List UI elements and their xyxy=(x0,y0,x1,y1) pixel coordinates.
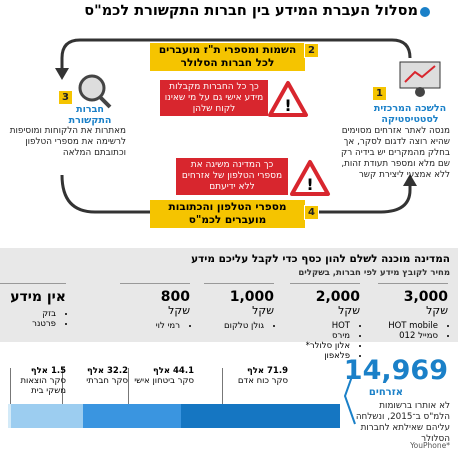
warning-icon xyxy=(268,81,308,117)
company-list: בזקפרטנר xyxy=(0,309,66,329)
price: 2,000 xyxy=(315,289,360,305)
survey-bar xyxy=(8,404,12,428)
board-icon xyxy=(404,65,436,83)
arrow-head xyxy=(55,68,69,80)
survey-unit: אלף xyxy=(86,366,105,376)
magnifier-icon xyxy=(98,95,112,109)
step-number: 4 xyxy=(304,205,319,220)
price-bg xyxy=(0,248,458,342)
survey-bar xyxy=(180,404,340,428)
survey-bar xyxy=(82,404,181,428)
price-column: אין מידע בזקפרטנר xyxy=(0,283,66,329)
step-banner: השמות ומספרי ת"ז מועברים לכל חברות הסלול… xyxy=(150,43,305,71)
warning: כך המדינה משיגה את מספרי הטלפון של אזרחי… xyxy=(176,158,288,195)
survey-name: סקר כוח אדם xyxy=(237,376,288,386)
company: מירס xyxy=(290,331,350,341)
citizens-count: 14,969 xyxy=(343,355,448,386)
company-list: HOT mobileסמייל 012 xyxy=(378,321,448,341)
survey-number: 1.5 xyxy=(50,366,66,376)
company: פלאפון xyxy=(290,351,350,361)
step-label: הלשכה המרכזית לסטטיסטיקה xyxy=(373,103,447,125)
company-list: גולן טלקום xyxy=(204,321,274,331)
survey-tick xyxy=(10,368,11,404)
warning-icon xyxy=(290,160,330,196)
survey-value: 44.1 אלף xyxy=(132,366,194,376)
survey-tick xyxy=(222,368,223,404)
survey-name: סקר הוצאות משקי בית xyxy=(20,376,66,396)
magnifier-icon xyxy=(78,74,106,102)
step-number: 2 xyxy=(304,43,319,58)
warning: כך כל החברות מקבלות מידע אישי גם על מי ש… xyxy=(160,80,268,116)
company: גולן טלקום xyxy=(204,321,264,331)
price: אין מידע xyxy=(10,289,66,305)
survey-value: 71.9 אלף xyxy=(226,366,288,376)
price-unit: שקל xyxy=(252,304,274,317)
survey-tick xyxy=(62,368,63,404)
price-unit: שקל xyxy=(338,304,360,317)
price: 800 xyxy=(160,289,190,305)
company: HOT xyxy=(290,321,350,331)
survey-name: סקר ביטחון אישי xyxy=(134,376,194,386)
company: פרטנר xyxy=(0,319,56,329)
flow-arrow xyxy=(60,38,412,72)
survey-unit: אלף xyxy=(246,366,265,376)
survey-label: 71.9 אלף סקר כוח אדם xyxy=(226,366,288,386)
company: סמייל 012 xyxy=(378,331,438,341)
bracket xyxy=(343,367,356,425)
survey-number: 32.2 xyxy=(107,366,128,376)
citizens-text: לא אותרו ברשומות הלמ"ס ב־2015, ונשלחה על… xyxy=(355,401,450,444)
price-unit: שקל xyxy=(168,304,190,317)
survey-label: 32.2 אלף סקר חברתי xyxy=(66,366,128,386)
company: רמי לוי xyxy=(120,321,180,331)
step-number: 3 xyxy=(58,90,73,105)
price: 3,000 xyxy=(403,289,448,305)
step-text: מאתרות את הלקוחות ומוסיפות לרשימה את מספ… xyxy=(9,126,126,158)
survey-label: 44.1 אלף סקר ביטחון אישי xyxy=(132,366,194,386)
step-text: מנסה לאתר אזרחים מסוימים שהיא רוצה לדגום… xyxy=(341,126,450,180)
survey-name: סקר חברתי xyxy=(86,376,128,386)
prices-title: המדינה מוכנה לשלם להון כסף כדי לקבל עליכ… xyxy=(191,253,450,265)
person-icon xyxy=(415,87,425,97)
step-banner: מספרי הטלפון והכתובות מועברים לכמ"ס xyxy=(150,200,305,228)
title-icon xyxy=(420,7,430,17)
survey-number: 71.9 xyxy=(267,366,288,376)
credit: YouPhone* xyxy=(410,441,450,450)
survey-value: 1.5 אלף xyxy=(14,366,66,376)
company-list: HOTמירסאלון סלולר*פלאפון xyxy=(290,321,360,361)
survey-value: 32.2 אלף xyxy=(66,366,128,376)
survey-number: 44.1 xyxy=(173,366,194,376)
price-unit: שקל xyxy=(426,304,448,317)
title: מסלול העברת המידע בין חברות התקשורת לכמ"… xyxy=(84,3,418,19)
company: HOT mobile xyxy=(378,321,438,331)
step-number: 1 xyxy=(372,86,387,101)
citizens-label: אזרחים xyxy=(368,387,403,398)
survey-label: 1.5 אלף סקר הוצאות משקי בית xyxy=(14,366,66,396)
step-label: חברות התקשורת xyxy=(68,104,112,126)
company: אלון סלולר* xyxy=(290,341,350,351)
price: 1,000 xyxy=(229,289,274,305)
company: בזק xyxy=(0,309,56,319)
prices-subtitle: מחיר לקובץ מידע לפי חברות, בשקלים xyxy=(298,268,450,278)
warning-icon: ! xyxy=(306,175,313,194)
survey-unit: אלף xyxy=(30,366,48,376)
flow-arrow xyxy=(60,174,412,214)
company-list: רמי לוי xyxy=(120,321,190,331)
survey-bar xyxy=(11,404,83,428)
survey-unit: אלף xyxy=(152,366,171,376)
survey-tick xyxy=(128,368,129,404)
warning-icon: ! xyxy=(284,96,291,115)
arrow-head xyxy=(403,174,417,186)
